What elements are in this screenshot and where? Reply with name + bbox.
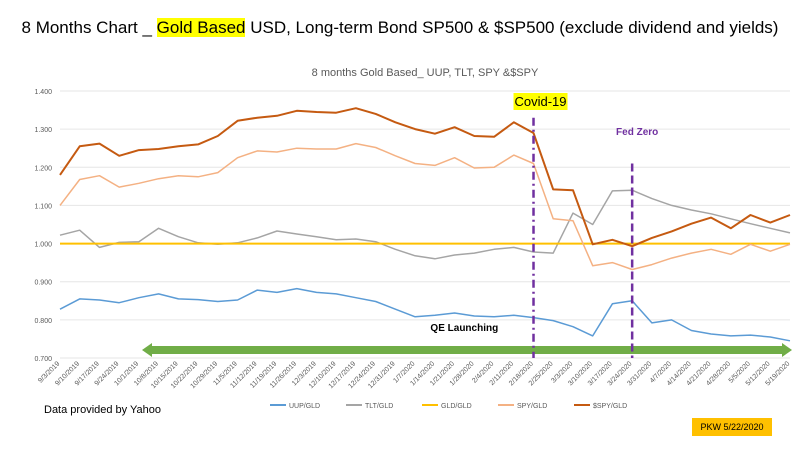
covid-label: Covid-19 (514, 94, 566, 109)
series-line (59, 142, 791, 271)
y-tick-label: 1.400 (34, 89, 52, 96)
legend-label: $SPY/GLD (593, 403, 627, 410)
y-tick-label: 1.200 (34, 165, 52, 172)
range-arrow-right-head (782, 343, 792, 357)
series-line (59, 287, 791, 342)
y-tick-label: 0.700 (34, 356, 52, 363)
y-tick-label: 1.100 (34, 203, 52, 210)
slide-title-post: USD, Long-term Bond SP500 & $SP500 (excl… (245, 18, 779, 37)
legend-label: UUP/GLD (289, 403, 320, 410)
slide-title: 8 Months Chart _ Gold Based USD, Long-te… (0, 18, 800, 38)
author-date-stamp: PKW 5/22/2020 (692, 418, 772, 436)
range-arrow-left-head (142, 343, 152, 357)
chart-title: 8 months Gold Based_ UUP, TLT, SPY &$SPY (312, 67, 539, 79)
series-line (59, 189, 791, 260)
slide-title-highlight: Gold Based (156, 18, 246, 37)
legend-label: GLD/GLD (441, 403, 472, 410)
y-tick-label: 1.300 (34, 127, 52, 134)
fed-zero-label: Fed Zero (616, 127, 658, 138)
series-line (59, 107, 791, 248)
y-tick-label: 0.800 (34, 318, 52, 325)
y-tick-label: 0.900 (34, 280, 52, 287)
legend-label: SPY/GLD (517, 403, 547, 410)
covid-label-highlight (513, 93, 568, 110)
data-source-note: Data provided by Yahoo (44, 404, 162, 416)
qe-launching-label: QE Launching (430, 323, 498, 334)
y-tick-label: 1.000 (34, 242, 52, 249)
slide-title-pre: 8 Months Chart _ (21, 18, 157, 37)
range-arrow-shaft (150, 346, 784, 354)
legend-label: TLT/GLD (365, 403, 393, 410)
